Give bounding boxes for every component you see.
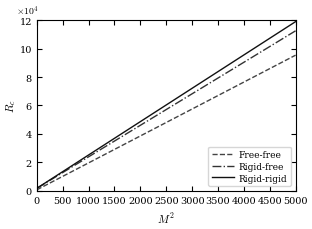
Free-free	[286, 58, 290, 61]
Rigid-free	[48, 179, 52, 182]
Text: $\times10^4$: $\times10^4$	[16, 4, 39, 18]
Rigid-rigid	[286, 26, 290, 29]
Rigid-rigid	[239, 57, 242, 59]
Rigid-rigid	[294, 21, 297, 24]
Rigid-rigid	[161, 106, 164, 109]
Free-free	[161, 123, 164, 126]
Rigid-rigid	[154, 111, 158, 114]
Y-axis label: $R_c$: $R_c$	[4, 99, 18, 113]
Free-free	[286, 59, 290, 61]
Rigid-free	[161, 111, 164, 114]
Line: Rigid-free: Rigid-free	[37, 32, 295, 188]
Rigid-rigid	[286, 26, 290, 29]
Line: Rigid-rigid: Rigid-rigid	[37, 22, 295, 188]
Rigid-free	[154, 115, 158, 118]
Free-free	[154, 127, 158, 130]
Rigid-free	[35, 187, 39, 190]
Rigid-free	[294, 30, 297, 33]
Legend: Free-free, Rigid-free, Rigid-rigid: Free-free, Rigid-free, Rigid-rigid	[208, 147, 291, 186]
Rigid-rigid	[48, 179, 52, 181]
X-axis label: $M^2$: $M^2$	[158, 210, 175, 225]
Free-free	[48, 182, 52, 185]
Free-free	[35, 189, 39, 191]
Rigid-free	[239, 64, 242, 66]
Line: Free-free: Free-free	[37, 56, 295, 190]
Free-free	[239, 83, 242, 86]
Rigid-free	[286, 35, 290, 38]
Rigid-free	[286, 35, 290, 38]
Free-free	[294, 55, 297, 57]
Rigid-rigid	[35, 187, 39, 190]
